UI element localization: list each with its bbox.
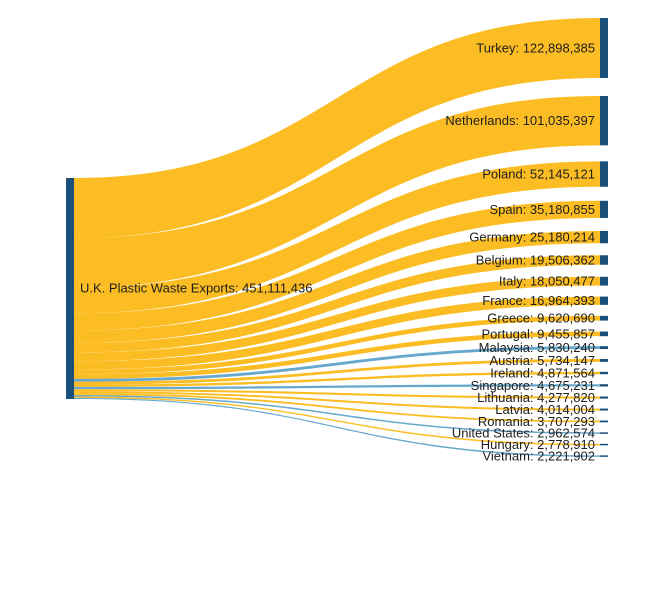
label-netherlands: Netherlands: 101,035,397	[445, 113, 595, 128]
label-latvia: Latvia: 4,014,004	[495, 402, 595, 417]
sankey-links	[74, 18, 600, 457]
link-spain	[74, 200, 600, 331]
label-turkey: Turkey: 122,898,385	[476, 41, 595, 56]
label-poland: Poland: 52,145,121	[482, 167, 595, 182]
node-poland	[600, 161, 608, 187]
node-belgium	[600, 255, 608, 265]
link-malaysia	[74, 346, 600, 382]
label-lithuania: Lithuania: 4,277,820	[477, 390, 595, 405]
source-node	[66, 178, 74, 399]
node-united-states	[600, 432, 608, 434]
link-austria	[74, 359, 600, 385]
label-italy: Italy: 18,050,477	[499, 274, 595, 289]
source-label: U.K. Plastic Waste Exports: 451,111,436	[80, 281, 312, 296]
link-turkey	[74, 18, 600, 239]
node-romania	[600, 420, 608, 423]
link-hungary	[74, 396, 600, 446]
link-italy	[74, 276, 600, 362]
source-name: U.K. Plastic Waste Exports	[80, 281, 235, 296]
link-singapore	[74, 384, 600, 390]
link-portugal	[74, 331, 600, 379]
source-value: 451,111,436	[242, 281, 312, 296]
sankey-nodes	[66, 18, 608, 457]
label-singapore: Singapore: 4,675,231	[471, 378, 595, 393]
link-latvia	[74, 391, 600, 411]
node-turkey	[600, 18, 608, 78]
node-spain	[600, 200, 608, 218]
sankey-labels: U.K. Plastic Waste Exports: 451,111,436 …	[80, 41, 595, 464]
link-greece	[74, 315, 600, 375]
node-malaysia	[600, 346, 608, 350]
node-germany	[600, 230, 608, 244]
link-france	[74, 296, 600, 370]
node-hungary	[600, 443, 608, 446]
link-belgium	[74, 255, 600, 353]
label-austria: Austria: 5,734,147	[489, 353, 595, 368]
node-latvia	[600, 408, 608, 411]
link-romania	[74, 393, 600, 423]
node-singapore	[600, 384, 608, 387]
label-hungary: Hungary: 2,778,910	[481, 437, 595, 452]
node-portugal	[600, 331, 608, 337]
label-malaysia: Malaysia: 5,830,240	[479, 340, 595, 355]
link-united-states	[74, 395, 600, 434]
link-netherlands	[74, 96, 600, 288]
label-france: France: 16,964,393	[482, 293, 595, 308]
link-ireland	[74, 371, 600, 387]
label-greece: Greece: 9,620,690	[487, 311, 595, 326]
node-vietnam	[600, 455, 608, 457]
label-vietnam: Vietnam: 2,221,902	[482, 449, 595, 464]
link-lithuania	[74, 389, 600, 399]
node-france	[600, 296, 608, 305]
label-portugal: Portugal: 9,455,857	[482, 326, 595, 341]
node-italy	[600, 276, 608, 286]
source-separator: :	[235, 281, 242, 296]
label-germany: Germany: 25,180,214	[469, 230, 595, 245]
node-greece	[600, 315, 608, 321]
link-poland	[74, 161, 600, 314]
node-ireland	[600, 371, 608, 375]
link-germany	[74, 230, 600, 343]
node-netherlands	[600, 96, 608, 146]
node-lithuania	[600, 396, 608, 399]
label-ireland: Ireland: 4,871,564	[490, 366, 595, 381]
node-austria	[600, 359, 608, 362]
link-vietnam	[74, 397, 600, 457]
label-spain: Spain: 35,180,855	[489, 202, 595, 217]
label-united-states: United States: 2,962,574	[452, 426, 595, 441]
label-romania: Romania: 3,707,293	[478, 414, 595, 429]
label-belgium: Belgium: 19,506,362	[476, 253, 595, 268]
